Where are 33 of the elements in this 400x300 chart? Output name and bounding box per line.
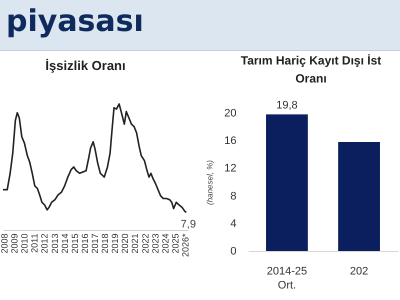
x-tick-label: 2014-25 Ort. [266,266,308,292]
x-tick-label: 2009 [10,234,20,254]
x-tick-label: 2026* [180,233,190,258]
y-tick-label: 4 [230,218,236,230]
x-tick-label: 2014 [60,234,70,254]
x-tick-label: 2008 [0,234,10,254]
x-tick-label: 2022 [140,234,150,254]
x-tick-label: 2023 [150,234,160,254]
x-tick-label: 2012 [40,234,50,254]
y-axis-title: (hanesel, %) [205,160,214,205]
x-tick-label: 2018 [100,234,110,254]
x-tick-label: 2025 [170,234,180,254]
x-tick-label: 2011 [30,234,40,253]
x-tick-label: 2010 [20,234,30,254]
x-tick-label: 2013 [50,234,60,254]
x-tick-label: 2016 [80,234,90,254]
x-tick-label: 2021 [130,234,140,254]
y-tick-label: 16 [224,135,236,148]
annotation: 7,9 [180,218,196,230]
text: piyasası [6,4,144,39]
data-label: 19,8 [276,99,298,112]
x-tick-label: 2024 [160,234,170,254]
x-tick-label: 2019 [110,234,120,254]
y-tick-label: 12 [224,162,236,175]
y-tick-label: 0 [230,246,236,258]
y-tick-label: 20 [224,108,236,120]
x-tick-label: 202 [350,266,368,278]
y-tick-label: 8 [230,190,236,202]
x-tick-label: 2020 [120,234,130,254]
chart-title: Tarım Hariç Kayıt Dışı İst Oranı [240,53,382,86]
x-tick-label: 2017 [90,234,100,254]
chart-title: İşsizlik Oranı [45,58,126,74]
x-tick-label: 2015 [70,234,80,254]
